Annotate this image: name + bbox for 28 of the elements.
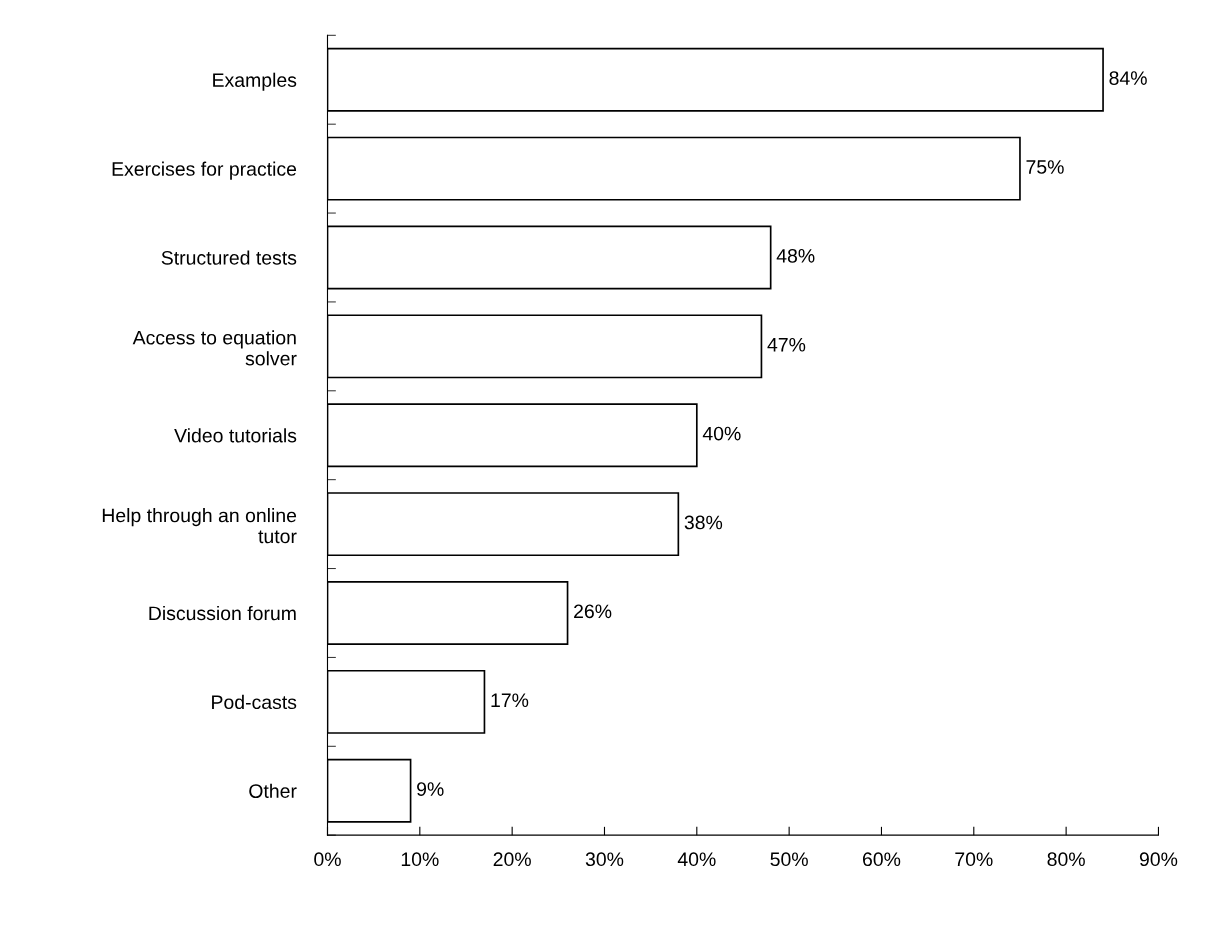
y-tick-label: Pod-casts: [212, 694, 297, 710]
data-label: 40%: [702, 426, 741, 441]
y-tick-label: Discussion forum: [149, 605, 296, 621]
x-tick-label: 0%: [314, 852, 341, 867]
data-label: 47%: [767, 337, 806, 352]
data-label: 75%: [1026, 160, 1064, 174]
data-label: 17%: [491, 693, 529, 707]
y-tick-label: Help through an online tutor: [102, 508, 297, 544]
x-tick-label: 30%: [585, 852, 624, 867]
y-tick-label: Video tutorials: [174, 428, 297, 443]
x-tick-label: 40%: [677, 852, 716, 867]
x-tick-label: 20%: [493, 852, 531, 867]
x-tick-label: 70%: [955, 852, 993, 867]
y-tick-label: Structured tests: [161, 250, 297, 265]
data-label: 84%: [1109, 71, 1147, 85]
data-label: 26%: [574, 604, 612, 619]
y-tick-label: Examples: [213, 72, 297, 91]
y-tick-label: Other: [249, 783, 297, 798]
data-label: 48%: [776, 248, 815, 263]
y-tick-label: Exercises for practice: [112, 161, 297, 180]
x-tick-label: 50%: [770, 852, 808, 867]
x-tick-label: 90%: [1139, 852, 1178, 867]
x-tick-label: 80%: [1047, 852, 1085, 867]
x-tick-label: 10%: [401, 852, 439, 867]
data-label: 9%: [417, 782, 444, 796]
y-tick-label: Access to equation solver: [132, 330, 297, 366]
data-label: 38%: [684, 515, 723, 530]
x-tick-label: 60%: [863, 852, 901, 867]
